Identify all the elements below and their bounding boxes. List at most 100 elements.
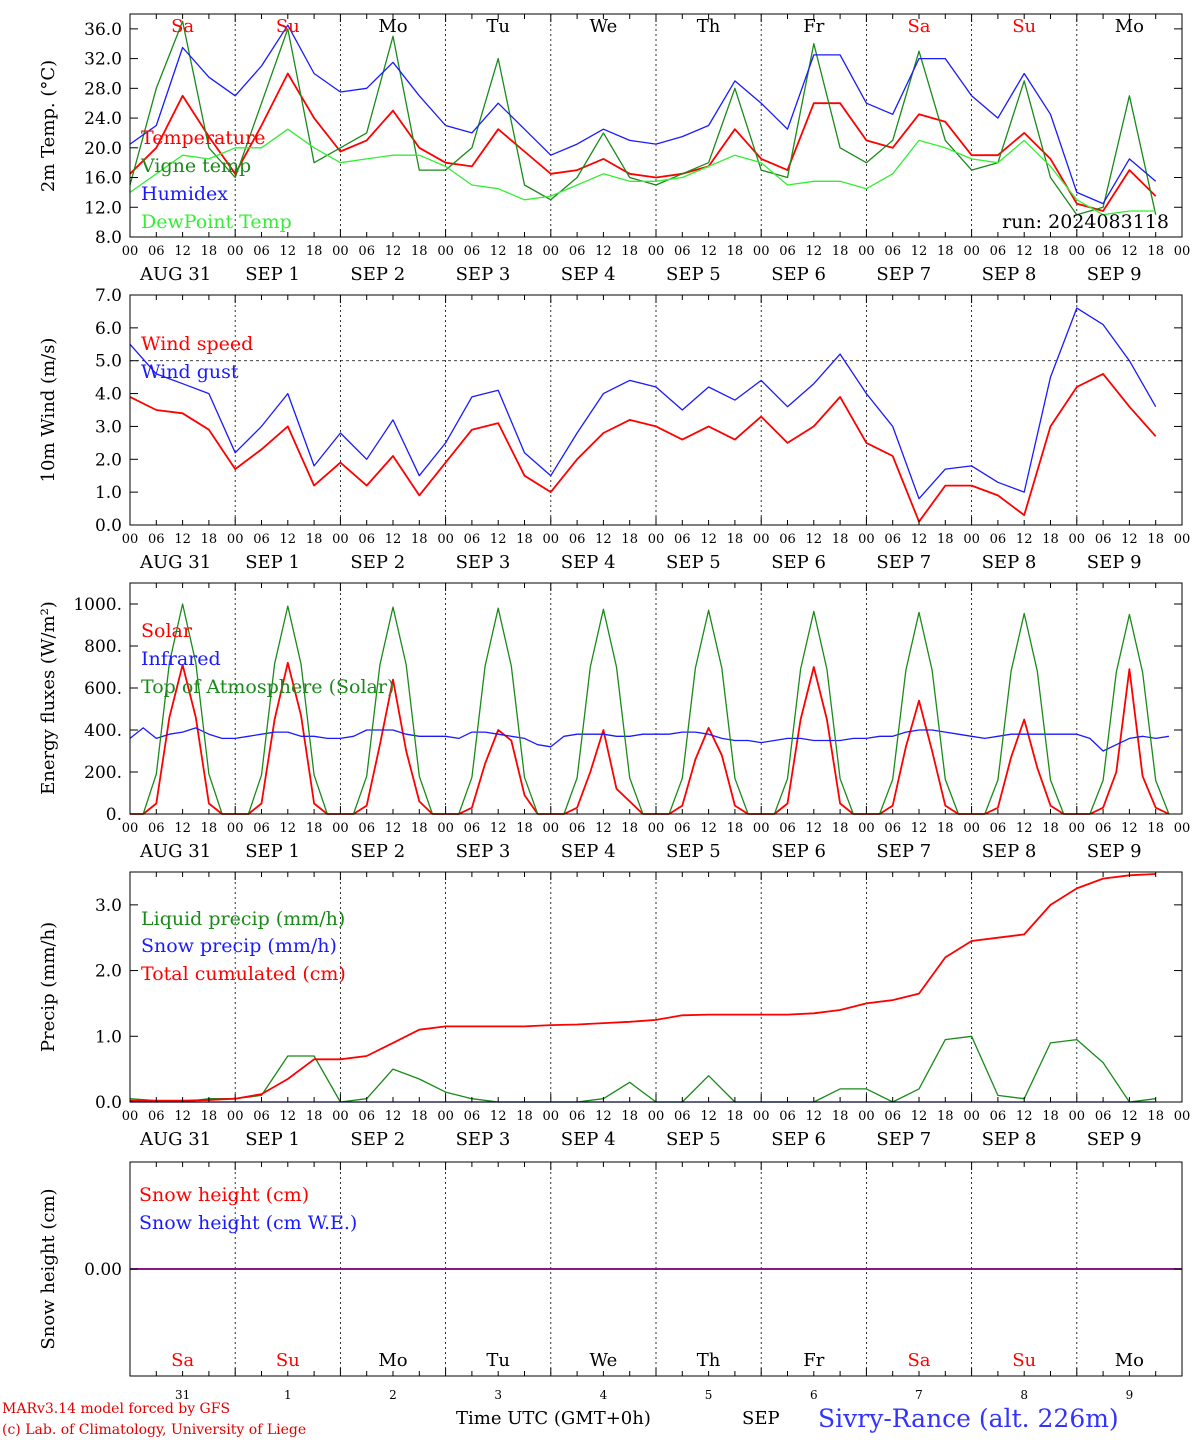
weekday-label: Sa bbox=[907, 1350, 930, 1371]
date-label: SEP 7 bbox=[876, 552, 931, 573]
hour-tick-label: 00 bbox=[1069, 244, 1086, 259]
hour-tick-label: 00 bbox=[1069, 821, 1086, 836]
hour-tick-label: 00 bbox=[753, 1109, 770, 1124]
hour-tick-label: 06 bbox=[569, 821, 586, 836]
hour-tick-label: 18 bbox=[201, 1109, 218, 1124]
hour-tick-label: 18 bbox=[832, 1109, 849, 1124]
hour-tick-label: 18 bbox=[306, 532, 323, 547]
date-label: SEP 7 bbox=[876, 1129, 931, 1150]
hour-tick-label: 12 bbox=[700, 244, 717, 259]
hour-tick-label: 18 bbox=[1042, 821, 1059, 836]
legend-entry: Liquid precip (mm/h) bbox=[141, 908, 345, 930]
legend-entry: Wind gust bbox=[141, 361, 239, 383]
day-number-label: 9 bbox=[1126, 1388, 1134, 1402]
date-label: SEP 8 bbox=[982, 264, 1037, 285]
date-label: SEP 8 bbox=[982, 1129, 1037, 1150]
hour-tick-label: 00 bbox=[753, 532, 770, 547]
day-number-label: 3 bbox=[494, 1388, 502, 1402]
hour-tick-label: 06 bbox=[884, 1109, 901, 1124]
hour-tick-label: 00 bbox=[858, 244, 875, 259]
y-tick-label: 0.0 bbox=[95, 1093, 122, 1113]
y-tick-label: 0.0 bbox=[95, 516, 122, 536]
hour-tick-label: 06 bbox=[569, 244, 586, 259]
hour-tick-label: 18 bbox=[832, 244, 849, 259]
hour-tick-label: 12 bbox=[280, 244, 297, 259]
run-label: run: 2024083118 bbox=[1002, 211, 1169, 233]
hour-tick-label: 18 bbox=[727, 532, 744, 547]
weekday-label: Su bbox=[276, 16, 300, 37]
legend-entry: Temperature bbox=[141, 127, 265, 149]
hour-tick-label: 12 bbox=[385, 1109, 402, 1124]
hour-tick-label: 06 bbox=[253, 532, 270, 547]
y-tick-label: 3.0 bbox=[95, 896, 122, 916]
hour-tick-label: 18 bbox=[727, 244, 744, 259]
y-tick-label: 1000. bbox=[73, 595, 122, 615]
date-label: SEP 3 bbox=[456, 552, 511, 573]
hour-tick-label: 18 bbox=[411, 1109, 428, 1124]
date-label: SEP 4 bbox=[561, 552, 616, 573]
hour-tick-label: 00 bbox=[753, 821, 770, 836]
series-line bbox=[129, 372, 1157, 523]
hour-tick-label: 00 bbox=[227, 821, 244, 836]
hour-tick-label: 12 bbox=[911, 1109, 928, 1124]
hour-tick-label: 12 bbox=[490, 821, 507, 836]
weekday-label: Mo bbox=[378, 16, 407, 37]
hour-tick-label: 12 bbox=[280, 1109, 297, 1124]
hour-tick-label: 12 bbox=[1121, 532, 1138, 547]
date-label: AUG 31 bbox=[139, 1129, 211, 1150]
weekday-label: Th bbox=[697, 1350, 721, 1371]
day-number-label: 31 bbox=[175, 1388, 190, 1402]
month-label: SEP bbox=[742, 1408, 780, 1429]
hour-tick-label: 18 bbox=[1147, 1109, 1164, 1124]
hour-tick-label: 06 bbox=[148, 821, 165, 836]
weekday-label: Mo bbox=[378, 1350, 407, 1371]
hour-tick-label: 12 bbox=[700, 532, 717, 547]
weekday-label: Su bbox=[276, 1350, 300, 1371]
legend-entry: Humidex bbox=[141, 183, 228, 205]
hour-tick-label: 12 bbox=[385, 244, 402, 259]
hour-tick-label: 18 bbox=[411, 821, 428, 836]
hour-tick-label: 00 bbox=[122, 244, 139, 259]
hour-tick-label: 06 bbox=[884, 821, 901, 836]
hour-tick-label: 18 bbox=[727, 1109, 744, 1124]
y-tick-label: 28.0 bbox=[84, 79, 122, 99]
hour-tick-label: 18 bbox=[306, 821, 323, 836]
time-axis-label: Time UTC (GMT+0h) bbox=[456, 1408, 651, 1429]
hour-tick-label: 12 bbox=[1016, 532, 1033, 547]
hour-tick-label: 00 bbox=[122, 821, 139, 836]
y-tick-label: 200. bbox=[84, 763, 122, 783]
hour-tick-label: 18 bbox=[727, 821, 744, 836]
series-line bbox=[130, 603, 1170, 815]
date-label: AUG 31 bbox=[139, 552, 211, 573]
hour-tick-label: 18 bbox=[937, 821, 954, 836]
legend-entry: Snow height (cm W.E.) bbox=[139, 1212, 357, 1234]
hour-tick-label: 06 bbox=[990, 532, 1007, 547]
hour-tick-label: 12 bbox=[806, 1109, 823, 1124]
hour-tick-label: 06 bbox=[779, 1109, 796, 1124]
hour-tick-label: 06 bbox=[674, 244, 691, 259]
hour-tick-label: 18 bbox=[411, 244, 428, 259]
hour-tick-label: 06 bbox=[253, 821, 270, 836]
weekday-label: We bbox=[590, 1350, 618, 1371]
y-tick-label: 0. bbox=[106, 805, 122, 825]
hour-tick-label: 00 bbox=[753, 244, 770, 259]
weekday-label: Su bbox=[1012, 16, 1036, 37]
weekday-label: Sa bbox=[171, 16, 194, 37]
hour-tick-label: 00 bbox=[1174, 532, 1191, 547]
y-tick-label: 3.0 bbox=[95, 417, 122, 437]
hour-tick-label: 00 bbox=[1069, 1109, 1086, 1124]
hour-tick-label: 06 bbox=[464, 244, 481, 259]
hour-tick-label: 06 bbox=[884, 244, 901, 259]
y-axis-label: 2m Temp. (°C) bbox=[38, 60, 59, 192]
date-label: SEP 9 bbox=[1087, 264, 1142, 285]
hour-tick-label: 06 bbox=[464, 821, 481, 836]
date-label: SEP 1 bbox=[245, 841, 300, 862]
hour-tick-label: 18 bbox=[937, 532, 954, 547]
y-tick-label: 1.0 bbox=[95, 483, 122, 503]
hour-tick-label: 06 bbox=[358, 532, 375, 547]
weekday-label: Mo bbox=[1115, 16, 1144, 37]
hour-tick-label: 18 bbox=[306, 244, 323, 259]
series-layer bbox=[129, 20, 1182, 1270]
date-label: SEP 2 bbox=[350, 841, 405, 862]
